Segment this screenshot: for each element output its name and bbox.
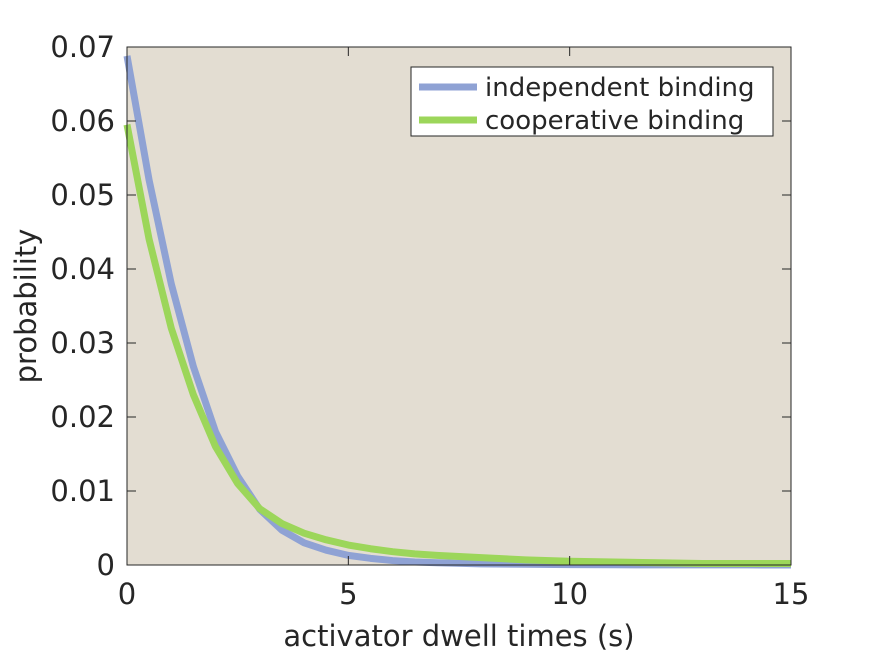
legend-label-independent-binding: independent binding <box>485 73 755 103</box>
x-tick-label: 10 <box>551 577 588 611</box>
y-tick-label: 0.06 <box>50 104 115 138</box>
plot-frame <box>126 46 792 566</box>
legend-label-cooperative-binding: cooperative binding <box>485 106 744 136</box>
series-line-cooperative-binding <box>123 124 791 568</box>
legend: independent binding cooperative binding <box>410 66 774 137</box>
x-tick-label: 5 <box>339 577 357 611</box>
y-tick-label: 0.02 <box>50 400 115 434</box>
y-tick-label: 0.04 <box>50 252 115 286</box>
y-axis-title: probability <box>9 229 43 384</box>
legend-box <box>410 66 774 137</box>
ticks-layer: 0 5 10 15 0 0.01 0.02 0.03 0.04 0.05 0.06 0.07 <box>50 30 809 611</box>
y-tick-label: 0 <box>97 548 115 582</box>
x-tick-label: 15 <box>773 577 810 611</box>
y-tick-label: 0.07 <box>50 30 115 64</box>
y-tick-label: 0.03 <box>50 326 115 360</box>
y-tick-label: 0.05 <box>50 178 115 212</box>
x-tick-label: 0 <box>118 577 136 611</box>
y-tick-label: 0.01 <box>50 474 115 508</box>
x-axis-title: activator dwell times (s) <box>283 619 634 653</box>
